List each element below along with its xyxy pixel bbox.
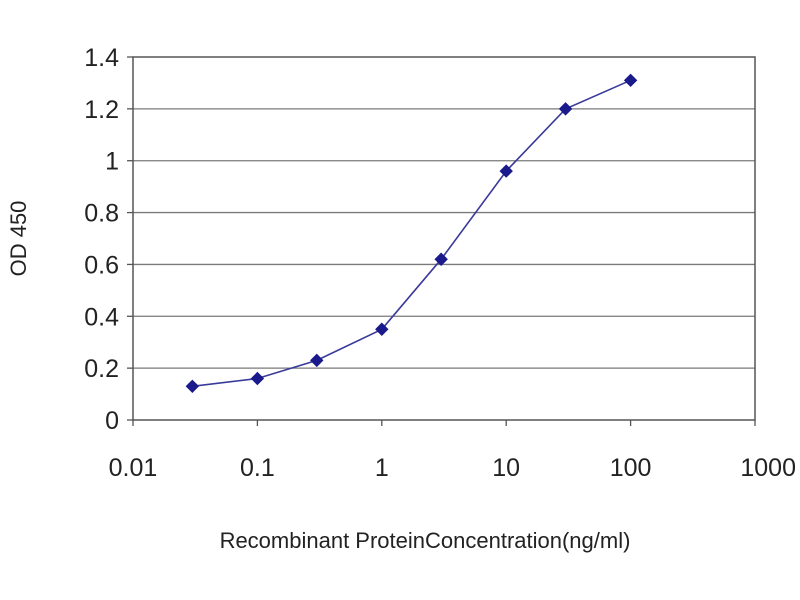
plot-area bbox=[132, 56, 756, 421]
y-tick-label: 0.2 bbox=[84, 355, 119, 383]
data-point bbox=[499, 164, 513, 178]
series-line bbox=[192, 79, 631, 388]
data-point bbox=[375, 322, 389, 336]
y-tick-label: 1.2 bbox=[84, 96, 119, 124]
y-axis-title: OD 450 bbox=[6, 201, 31, 277]
y-tick-label: 1 bbox=[105, 148, 119, 176]
y-tick-label: 1.4 bbox=[84, 44, 119, 72]
y-axis-ticks: 0 0.2 0.4 0.6 0.8 1 1.2 1.4 bbox=[84, 44, 133, 435]
y-tick-label: 0.8 bbox=[84, 200, 119, 228]
data-point bbox=[558, 102, 573, 116]
x-axis-ticks: 0.01 0.1 1 10 100 1000 bbox=[109, 420, 796, 482]
y-tick-label: 0.6 bbox=[84, 251, 119, 279]
x-axis-title: Recombinant ProteinConcentration(ng/ml) bbox=[220, 528, 631, 553]
x-tick-label: 1 bbox=[375, 454, 389, 482]
data-point bbox=[434, 252, 448, 266]
x-tick-label: 0.01 bbox=[109, 454, 158, 482]
x-tick-label: 0.1 bbox=[240, 454, 275, 482]
data-point bbox=[310, 353, 324, 368]
data-point bbox=[623, 73, 638, 88]
x-tick-label: 10 bbox=[492, 454, 520, 482]
data-point bbox=[250, 371, 265, 386]
data-point bbox=[185, 379, 200, 393]
y-tick-label: 0 bbox=[105, 407, 119, 435]
series bbox=[185, 73, 638, 393]
x-tick-label: 1000 bbox=[740, 454, 796, 482]
gridlines bbox=[133, 108, 755, 369]
x-tick-label: 100 bbox=[610, 454, 652, 482]
y-tick-label: 0.4 bbox=[84, 303, 119, 331]
